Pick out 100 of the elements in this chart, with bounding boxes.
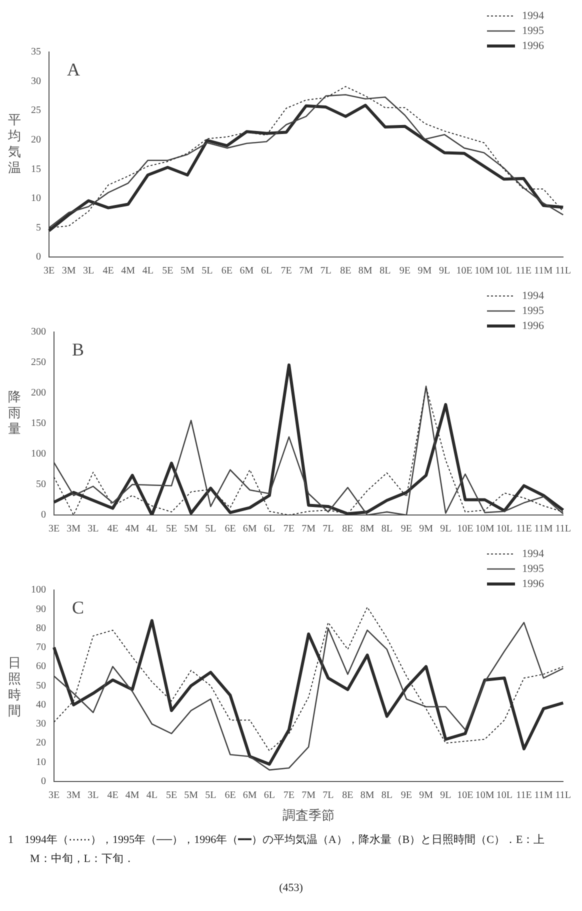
x-tick-label: 5M — [180, 266, 194, 277]
x-tick-label: 10E — [457, 524, 474, 535]
y-tick-label: 20 — [31, 134, 41, 146]
x-tick-label: 7M — [299, 266, 314, 277]
y-tick-label: 300 — [31, 326, 46, 338]
text: C — [72, 598, 84, 618]
x-tick-label: 3E — [43, 266, 55, 277]
x-tick-label: 7E — [280, 266, 292, 277]
x-tick-label: 9L — [440, 790, 452, 802]
x-tick-label: 10L — [496, 524, 512, 535]
y-tick-label: 50 — [36, 680, 46, 692]
y-tick-label: 35 — [31, 46, 41, 58]
x-tick-label: 6E — [224, 524, 236, 535]
x-tick-label: 6E — [224, 790, 236, 802]
x-tick-label: 9E — [399, 266, 410, 277]
x-tick-label: 4L — [142, 266, 154, 277]
y-tick-label: 15 — [31, 164, 41, 175]
x-tick-label: 6M — [240, 266, 254, 277]
y-tick-label: 50 — [36, 479, 46, 490]
x-tick-label: 3E — [48, 790, 60, 802]
text: 1 1994年（⋯⋯），1995年（──），1996年（━━）の平均気温（A），降水量（B）と日照時間（C）．E：上 — [8, 833, 546, 847]
x-tick-label: 7E — [283, 524, 295, 535]
x-tick-label: 10M — [474, 266, 494, 277]
x-tick-label: 4L — [146, 790, 158, 802]
x-axis-title: 調査季節 — [282, 808, 335, 823]
x-tick-label: 10L — [496, 266, 512, 277]
y-axis-title: 降雨量 — [8, 389, 22, 437]
x-tick-label: 9E — [400, 790, 412, 802]
x-tick-label: 8L — [380, 266, 391, 277]
x-tick-label: 9L — [438, 266, 450, 277]
x-tick-label: 8M — [360, 790, 374, 802]
y-tick-label: 10 — [36, 756, 46, 768]
x-tick-label: 5E — [166, 790, 178, 802]
x-tick-label: 6L — [264, 790, 275, 802]
x-tick-label: 3E — [48, 524, 60, 535]
x-tick-label: 3M — [66, 524, 81, 535]
y-tick-label: 10 — [31, 193, 41, 204]
text: M：中旬，L：下旬． — [29, 852, 136, 866]
y-tick-label: 0 — [41, 510, 46, 521]
legend-label: 1996 — [522, 320, 544, 332]
y-tick-label: 25 — [31, 105, 41, 116]
x-tick-label: 8M — [358, 266, 372, 277]
x-tick-label: 3L — [88, 524, 99, 535]
x-tick-label: 10M — [475, 790, 494, 802]
x-tick-label: 11E — [516, 524, 532, 535]
x-tick-label: 5M — [184, 790, 198, 802]
x-tick-label: 5M — [184, 524, 198, 535]
y-axis-title: 日照時間 — [8, 655, 22, 719]
legend-label: 1994 — [522, 548, 544, 560]
legend-label: 1994 — [522, 10, 544, 22]
x-tick-label: 5L — [205, 790, 216, 802]
x-tick-label: 8M — [360, 524, 374, 535]
y-axis-title: 平均気温 — [8, 112, 22, 176]
x-tick-label: 4L — [146, 524, 158, 535]
text: A — [67, 60, 80, 80]
y-tick-label: 30 — [36, 718, 46, 730]
y-tick-label: 70 — [36, 642, 46, 654]
x-tick-label: 11M — [534, 790, 553, 802]
x-tick-label: 11E — [516, 266, 532, 277]
x-tick-label: 10E — [457, 790, 474, 802]
y-tick-label: 150 — [31, 418, 46, 430]
x-tick-label: 6L — [264, 524, 275, 535]
x-tick-label: 6E — [221, 266, 233, 277]
y-tick-label: 200 — [31, 388, 46, 399]
y-tick-label: 0 — [36, 252, 41, 263]
x-tick-label: 7E — [283, 790, 295, 802]
legend-label: 1995 — [522, 562, 544, 574]
x-tick-label: 10E — [456, 266, 472, 277]
x-tick-label: 6M — [242, 790, 257, 802]
y-tick-label: 100 — [31, 584, 46, 596]
x-tick-label: 11L — [555, 266, 572, 277]
legend-label: 1995 — [522, 24, 544, 36]
y-tick-label: 80 — [36, 622, 46, 634]
x-tick-label: 7L — [320, 266, 332, 277]
x-tick-label: 7M — [302, 790, 316, 802]
x-tick-label: 7M — [302, 524, 316, 535]
x-tick-label: 4M — [125, 790, 140, 802]
x-tick-label: 9M — [419, 790, 434, 802]
y-tick-label: 20 — [36, 738, 46, 749]
legend-label: 1996 — [522, 40, 544, 52]
x-tick-label: 3M — [66, 790, 81, 802]
y-tick-label: 90 — [36, 604, 46, 615]
x-tick-label: 11M — [534, 266, 553, 277]
x-tick-label: 8E — [342, 524, 354, 535]
x-tick-label: 7L — [322, 790, 334, 802]
x-tick-label: 10M — [475, 524, 494, 535]
x-tick-label: 7L — [322, 524, 334, 535]
legend-label: 1994 — [522, 290, 544, 302]
x-tick-label: 4E — [107, 790, 118, 802]
x-tick-label: 6M — [242, 524, 257, 535]
y-tick-label: 0 — [41, 776, 46, 788]
x-tick-label: 3L — [82, 266, 94, 277]
x-tick-label: 8E — [342, 790, 354, 802]
x-tick-label: 11L — [555, 790, 572, 802]
y-tick-label: 60 — [36, 661, 46, 672]
x-tick-label: 8E — [340, 266, 352, 277]
x-tick-label: 8L — [381, 524, 392, 535]
x-tick-label: 4M — [121, 266, 136, 277]
x-tick-label: 11E — [516, 790, 532, 802]
x-tick-label: 9L — [440, 524, 452, 535]
